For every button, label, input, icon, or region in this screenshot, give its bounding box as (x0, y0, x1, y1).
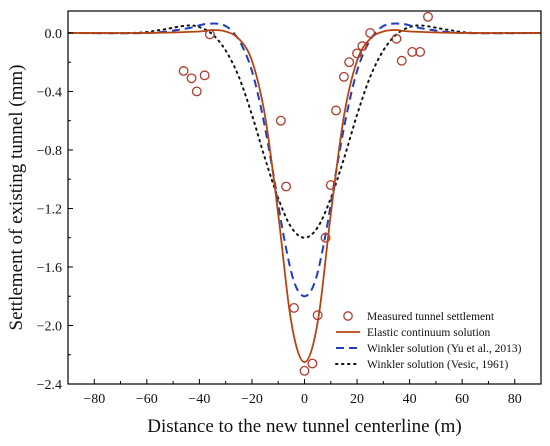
measured-point (357, 41, 368, 52)
legend-entry-elastic: Elastic continuum solution (336, 327, 491, 339)
legend: Measured tunnel settlement Elastic conti… (335, 311, 522, 371)
measured-point (191, 86, 202, 97)
y-tick-label: −0.4 (37, 85, 62, 100)
measured-point (365, 27, 376, 38)
y-tick-label: −1.6 (37, 261, 62, 276)
measured-point (275, 115, 286, 126)
measured-point (204, 29, 215, 40)
series-line-1 (68, 29, 541, 363)
legend-entry-winkler-yu: Winkler solution (Yu et al., 2013) (336, 343, 522, 355)
legend-label-winkler-yu: Winkler solution (Yu et al., 2013) (367, 343, 522, 355)
measured-point (199, 70, 210, 81)
y-tick-label: −1.2 (37, 202, 62, 217)
y-tick-label: −0.8 (37, 144, 62, 159)
series-line-2 (68, 22, 541, 298)
measured-point (312, 310, 323, 321)
legend-label-winkler-vesic: Winkler solution (Vesic, 1961) (367, 359, 509, 371)
series-line-3 (68, 24, 541, 239)
x-tick-label: −80 (83, 392, 105, 407)
x-tick-label: 80 (508, 392, 522, 407)
measured-point (325, 180, 336, 191)
legend-label-measured: Measured tunnel settlement (367, 311, 495, 323)
measured-point (281, 181, 292, 192)
measured-point (344, 57, 355, 68)
y-tick-label: −2.4 (37, 378, 62, 393)
measured-point (289, 302, 299, 313)
measured-point (186, 73, 197, 84)
measured-point (391, 33, 402, 44)
x-tick-label: −40 (188, 392, 210, 407)
legend-label-elastic: Elastic continuum solution (367, 327, 491, 339)
x-tick-label: 0 (301, 392, 308, 407)
x-tick-label: 60 (455, 392, 469, 407)
legend-entry-measured: Measured tunnel settlement (343, 311, 495, 323)
legend-entry-winkler-vesic: Winkler solution (Vesic, 1961) (335, 359, 509, 371)
measured-point (415, 47, 426, 57)
measured-point (320, 232, 331, 243)
y-tick-label: −2.0 (37, 319, 62, 334)
x-tick-label: 40 (403, 392, 417, 407)
y-axis-title: Settlement of existing tunnel (mm) (6, 65, 27, 331)
data-layer (68, 11, 541, 376)
x-tick-label: −20 (241, 392, 263, 407)
measured-point (331, 105, 341, 116)
measured-point (407, 47, 418, 57)
measured-point (338, 71, 349, 82)
y-tick-label: 0.0 (45, 27, 63, 42)
legend-marker-measured (343, 311, 353, 321)
x-axis-title: Distance to the new tunnel centerline (m… (147, 416, 461, 437)
axis-layer: −80 −60 −40 −20 0 20 40 60 80 0.0 −0.4 −0.8 −1.2 −1.6… (37, 27, 522, 407)
measured-point (178, 66, 189, 76)
measured-point (299, 365, 310, 376)
x-tick-label: 20 (350, 392, 364, 407)
measured-point (423, 11, 433, 22)
measured-point (352, 48, 363, 59)
measured-point (307, 358, 318, 369)
measured-point (396, 55, 407, 66)
x-tick-label: −60 (136, 392, 158, 407)
